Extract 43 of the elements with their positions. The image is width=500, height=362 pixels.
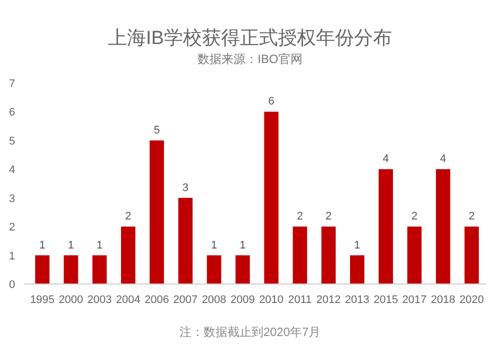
xtick: 2007 bbox=[173, 294, 198, 306]
xtick: 2015 bbox=[374, 294, 398, 306]
xtick: 2011 bbox=[288, 294, 312, 306]
data-label: 4 bbox=[382, 153, 389, 166]
data-label: 1 bbox=[354, 239, 360, 252]
data-label: 5 bbox=[154, 124, 160, 136]
data-label: 1 bbox=[39, 239, 46, 252]
xtick: 2013 bbox=[344, 294, 370, 306]
xtick: 2010 bbox=[259, 294, 284, 306]
ytick: 7 bbox=[8, 78, 16, 90]
xtick: 2012 bbox=[316, 294, 341, 306]
title: 上海IB学校获得正式授权年份分布 bbox=[108, 28, 392, 49]
data-label: 2 bbox=[125, 210, 132, 223]
data-label: 2 bbox=[326, 210, 332, 223]
data-label: 4 bbox=[440, 153, 446, 166]
data-label: 2 bbox=[411, 210, 418, 223]
data-label: 1 bbox=[68, 239, 74, 252]
data-label: 2 bbox=[468, 210, 475, 223]
ytick: 3 bbox=[8, 192, 16, 205]
ytick: 2 bbox=[8, 222, 16, 234]
xtick: 2006 bbox=[144, 294, 170, 306]
ytick: 6 bbox=[8, 106, 16, 119]
ytick: 5 bbox=[8, 135, 16, 148]
ytick: 0 bbox=[8, 279, 16, 291]
xtick: 1995 bbox=[30, 294, 55, 306]
annotation: 注：数据截止到2020年7月 bbox=[179, 325, 321, 339]
ytick: 1 bbox=[8, 250, 16, 262]
xtick: 2020 bbox=[459, 294, 484, 306]
data-label: 1 bbox=[211, 239, 218, 252]
xtick: 2017 bbox=[402, 294, 427, 306]
xtick: 2009 bbox=[230, 294, 255, 306]
data-label: 1 bbox=[240, 239, 246, 252]
xtick: 2018 bbox=[430, 294, 456, 306]
ytick: 4 bbox=[8, 164, 16, 176]
data-label: 1 bbox=[96, 239, 103, 252]
xtick: 2008 bbox=[202, 294, 226, 306]
subtitle: 数据来源：IBO官网 bbox=[198, 52, 302, 66]
xtick: 2000 bbox=[58, 294, 84, 306]
xtick: 2003 bbox=[87, 294, 112, 306]
xtick: 2004 bbox=[116, 294, 140, 306]
data-label: 2 bbox=[296, 210, 303, 223]
data-label: 3 bbox=[182, 182, 188, 194]
data-label: 6 bbox=[268, 96, 274, 108]
